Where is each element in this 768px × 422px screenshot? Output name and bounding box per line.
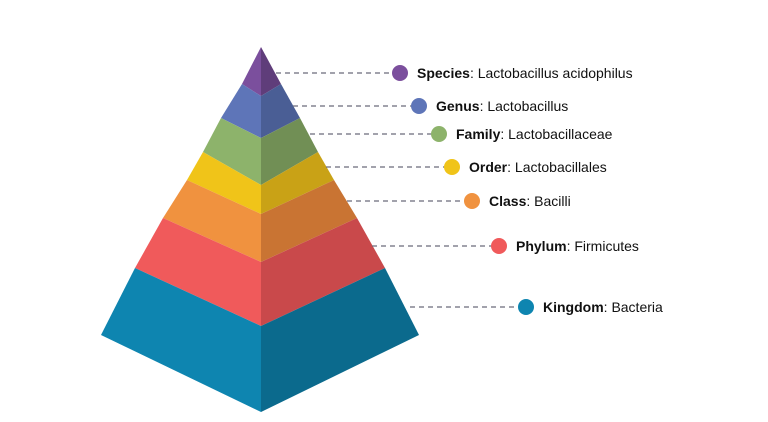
label-phylum: Phylum: Firmicutes (516, 238, 639, 254)
marker-dot-order (444, 159, 460, 175)
pyramid-layer-family (203, 118, 318, 185)
marker-dot-species (392, 65, 408, 81)
marker-dot-phylum (491, 238, 507, 254)
label-value: Lactobacillus acidophilus (478, 65, 633, 81)
pyramid-layer-class (163, 180, 357, 262)
label-rank: Phylum (516, 238, 567, 254)
label-value: Bacteria (611, 299, 663, 315)
label-kingdom: Kingdom: Bacteria (543, 299, 663, 315)
level-labels: Species: Lactobacillus acidophilus Genus… (417, 65, 663, 315)
label-separator: : (567, 238, 575, 254)
label-order: Order: Lactobacillales (469, 159, 607, 175)
leader-lines (276, 72, 518, 308)
label-separator: : (470, 65, 478, 81)
marker-dots (392, 65, 534, 315)
label-value: Lactobacillales (515, 159, 607, 175)
label-class: Class: Bacilli (489, 193, 571, 209)
label-value: Lactobacillus (487, 98, 568, 114)
marker-dot-class (464, 193, 480, 209)
pyramid-layer-kingdom (101, 268, 419, 412)
marker-dot-family (431, 126, 447, 142)
label-rank: Order (469, 159, 508, 175)
label-value: Bacilli (534, 193, 571, 209)
pyramid (101, 47, 419, 412)
label-rank: Genus (436, 98, 480, 114)
pyramid-layer-species (242, 47, 281, 96)
label-species: Species: Lactobacillus acidophilus (417, 65, 633, 81)
marker-dot-genus (411, 98, 427, 114)
label-separator: : (507, 159, 515, 175)
label-separator: : (480, 98, 488, 114)
label-rank: Species (417, 65, 470, 81)
label-rank: Class (489, 193, 527, 209)
label-rank: Family (456, 126, 501, 142)
pyramid-layer-genus (221, 84, 300, 138)
label-separator: : (526, 193, 534, 209)
label-family: Family: Lactobacillaceae (456, 126, 613, 142)
pyramid-layer-phylum (135, 218, 385, 326)
label-separator: : (604, 299, 612, 315)
label-value: Firmicutes (574, 238, 639, 254)
label-genus: Genus: Lactobacillus (436, 98, 568, 114)
pyramid-layer-order (187, 152, 334, 214)
label-separator: : (500, 126, 508, 142)
marker-dot-kingdom (518, 299, 534, 315)
label-rank: Kingdom (543, 299, 604, 315)
label-value: Lactobacillaceae (508, 126, 613, 142)
